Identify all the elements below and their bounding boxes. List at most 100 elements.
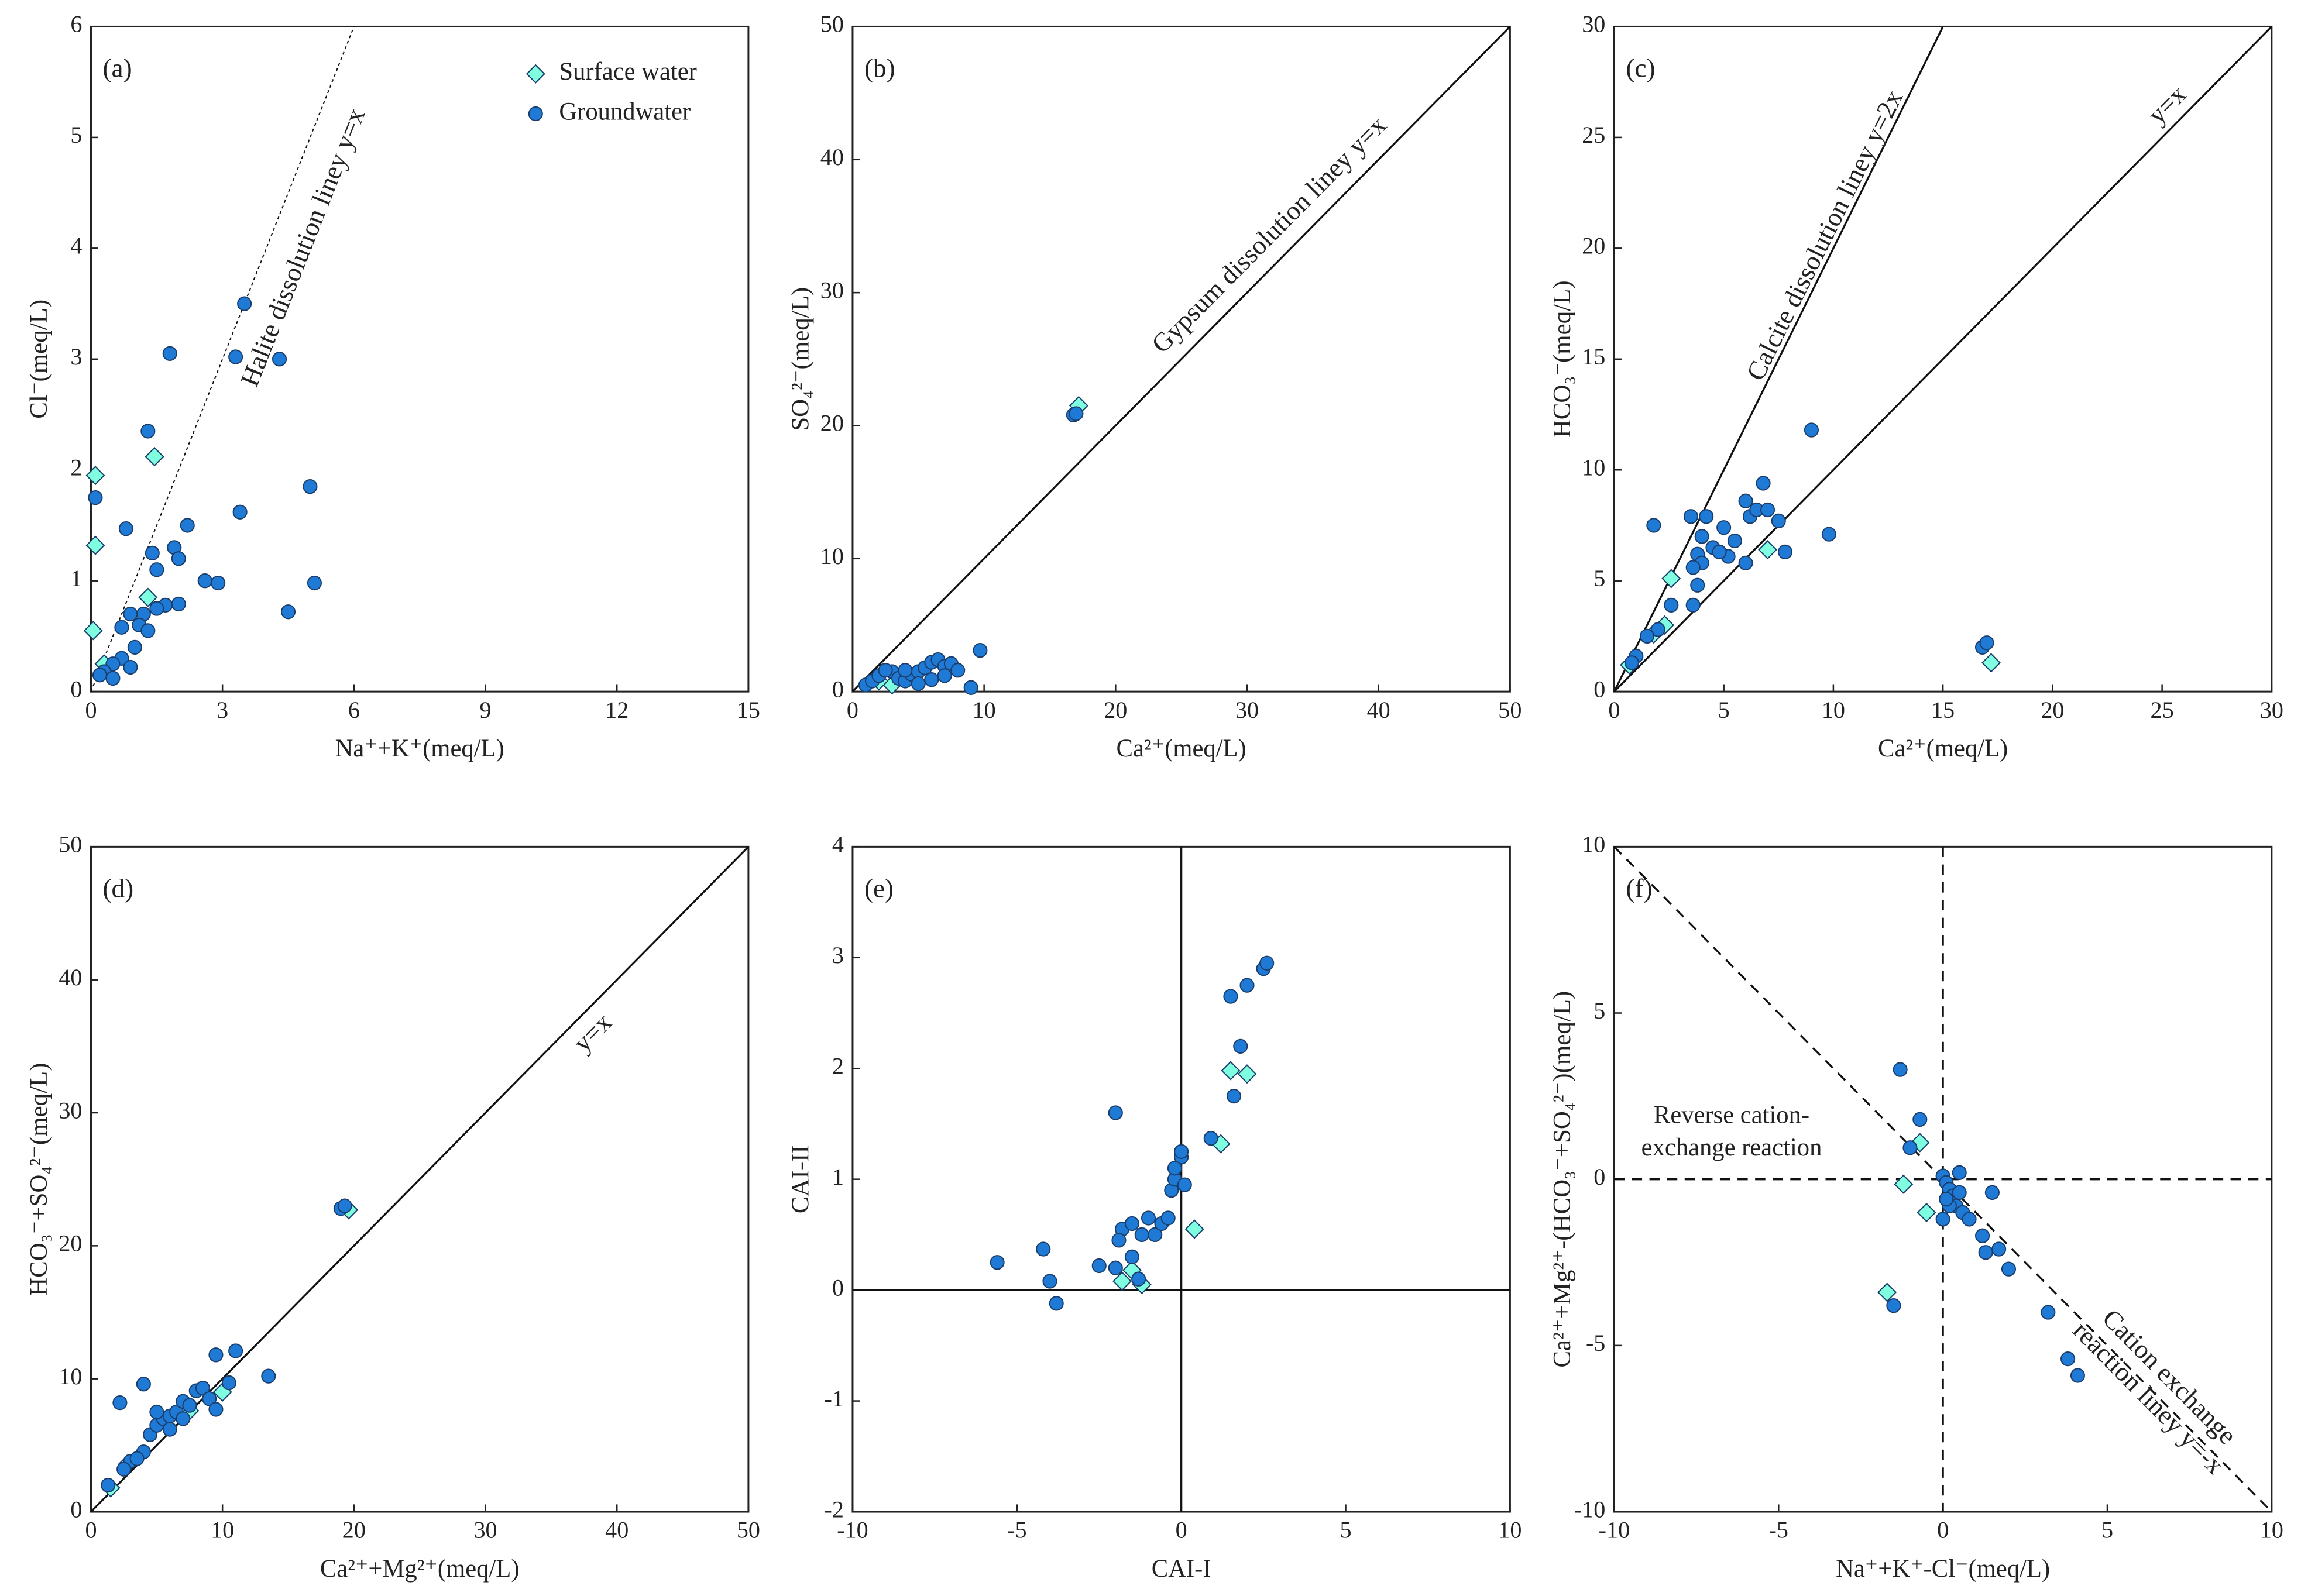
reference-line-label: Halite dissolution liney y=x xyxy=(235,104,371,391)
data-point xyxy=(1226,1088,1242,1104)
data-point xyxy=(1738,493,1753,508)
data-point xyxy=(261,1368,276,1384)
data-point xyxy=(1664,597,1679,613)
y-tick-label: 0 xyxy=(70,676,82,702)
data-point xyxy=(182,1398,197,1413)
data-point xyxy=(101,1477,116,1493)
data-point xyxy=(1148,1227,1163,1243)
data-point xyxy=(1978,1245,1993,1260)
data-point xyxy=(307,575,322,591)
data-point xyxy=(127,639,142,655)
data-point xyxy=(138,587,158,607)
data-point xyxy=(1174,1144,1189,1159)
data-point xyxy=(1108,1260,1123,1275)
panel-label: (d) xyxy=(103,873,134,903)
panel-label: (a) xyxy=(103,54,132,83)
y-tick-label: 10 xyxy=(59,1363,82,1389)
data-point xyxy=(162,346,177,361)
x-tick-label: 12 xyxy=(605,697,629,723)
data-point xyxy=(118,521,133,536)
data-point xyxy=(924,672,939,687)
data-point xyxy=(145,446,164,467)
y-tick-label: 10 xyxy=(1582,831,1605,857)
x-tick-label: 20 xyxy=(1104,697,1127,723)
x-axis-label: Ca²⁺(meq/L) xyxy=(1117,735,1246,762)
data-point xyxy=(973,643,988,658)
y-tick-label: 40 xyxy=(820,144,844,170)
data-point xyxy=(1124,1249,1139,1264)
data-point xyxy=(1685,597,1701,613)
y-tick-label: 20 xyxy=(1582,232,1605,259)
data-point xyxy=(1683,509,1699,524)
x-tick-label: 10 xyxy=(1822,697,1845,723)
data-point xyxy=(1902,1140,1918,1155)
x-tick-label: 10 xyxy=(211,1517,234,1543)
y-tick-label: 0 xyxy=(832,676,844,702)
y-axis-label: CAI-II xyxy=(787,1145,815,1213)
legend-marker xyxy=(528,106,543,122)
x-axis-label: Na⁺+K⁺-Cl⁻(meq/L) xyxy=(1836,1555,2050,1583)
x-tick-label: 0 xyxy=(85,697,97,723)
y-tick-label: 20 xyxy=(59,1230,82,1256)
data-point xyxy=(1167,1161,1182,1176)
y-tick-label: 25 xyxy=(1582,122,1605,148)
data-point xyxy=(1221,1061,1241,1081)
data-point xyxy=(211,575,226,591)
data-point xyxy=(1991,1241,2007,1257)
y-axis-label: Ca²⁺+Mg²⁺-(HCO₃⁻+SO₄²⁻)(meq/L) xyxy=(1548,991,1576,1368)
data-point xyxy=(1184,1219,1204,1239)
data-point xyxy=(1640,628,1655,644)
legend-marker xyxy=(526,64,545,84)
data-point xyxy=(2060,1351,2076,1367)
data-point xyxy=(1894,1174,1914,1194)
data-point xyxy=(114,620,129,635)
data-point xyxy=(123,659,138,675)
data-point xyxy=(911,676,926,692)
x-tick-label: 3 xyxy=(217,697,228,723)
data-point xyxy=(123,606,138,622)
data-point xyxy=(1699,509,1714,524)
x-tick-label: 25 xyxy=(2151,697,2174,723)
data-point xyxy=(1716,520,1732,535)
data-point xyxy=(1108,1105,1123,1120)
y-tick-label: 50 xyxy=(820,11,844,37)
data-point xyxy=(1917,1202,1936,1223)
data-point xyxy=(1935,1212,1950,1227)
reference-line xyxy=(1613,26,2273,693)
y-tick-label: 1 xyxy=(70,565,82,591)
data-point xyxy=(85,535,105,555)
x-tick-label: 20 xyxy=(342,1517,366,1543)
data-point xyxy=(149,562,164,577)
x-tick-label: -5 xyxy=(1007,1517,1026,1543)
data-point xyxy=(1981,653,2001,673)
y-tick-label: 30 xyxy=(59,1097,82,1123)
data-point xyxy=(1160,1210,1176,1226)
data-point xyxy=(1223,989,1238,1004)
x-tick-label: 50 xyxy=(1498,697,1522,723)
y-tick-label: 4 xyxy=(832,831,844,857)
reference-line xyxy=(90,26,355,692)
data-point xyxy=(1939,1192,1954,1207)
data-point xyxy=(176,1411,191,1426)
data-point xyxy=(232,504,248,520)
y-tick-label: 1 xyxy=(832,1164,844,1190)
x-tick-label: -10 xyxy=(837,1517,868,1543)
y-tick-label: -10 xyxy=(1574,1496,1605,1522)
data-point xyxy=(1124,1216,1139,1232)
data-point xyxy=(149,1404,164,1420)
y-tick-label: -5 xyxy=(1586,1330,1605,1356)
data-point xyxy=(92,668,107,683)
x-tick-label: 0 xyxy=(847,697,858,723)
data-point xyxy=(950,663,966,678)
y-tick-label: 6 xyxy=(70,11,82,37)
panel-label: (b) xyxy=(864,54,895,83)
y-tick-label: -1 xyxy=(824,1385,843,1412)
legend-label: Surface water xyxy=(559,58,696,85)
y-axis-label: SO₄²⁻(meq/L) xyxy=(787,287,815,431)
data-point xyxy=(1091,1258,1107,1274)
x-tick-label: 0 xyxy=(1608,697,1620,723)
data-point xyxy=(1979,635,1994,651)
data-point xyxy=(1233,1038,1248,1054)
data-point xyxy=(1141,1210,1156,1226)
